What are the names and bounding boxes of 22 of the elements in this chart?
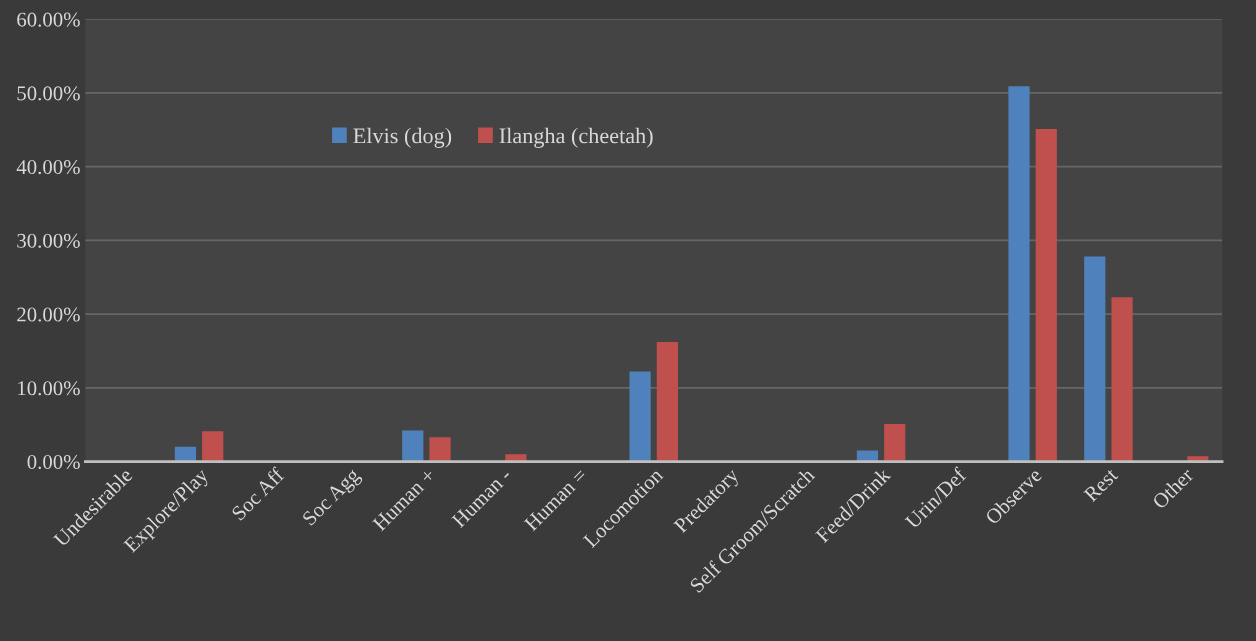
bar [202, 431, 224, 462]
y-tick-label: 20.00% [17, 307, 80, 322]
bar [402, 430, 424, 462]
bar [656, 342, 678, 462]
bar [1035, 129, 1057, 462]
bar [884, 423, 906, 462]
y-tick-label: 50.00% [17, 86, 80, 101]
legend-label: Ilangha (cheetah) [499, 127, 653, 148]
y-tick-label: 30.00% [17, 233, 80, 248]
y-tick-label: 10.00% [18, 381, 80, 396]
y-tick-label: 60.00% [17, 12, 80, 27]
x-tick-label: Soc Agg [301, 467, 364, 530]
x-tick-label: Rest [1083, 467, 1119, 503]
x-tick-label: Soc Aff [230, 466, 286, 521]
y-tick-label: 0.00% [27, 454, 80, 470]
bar [629, 371, 651, 462]
bar [1111, 297, 1133, 462]
bar [1084, 256, 1106, 462]
bar [429, 437, 451, 462]
y-tick-label: 40.00% [16, 160, 80, 175]
legend-label: Elvis (dog) [353, 127, 452, 148]
bar [1008, 86, 1030, 462]
